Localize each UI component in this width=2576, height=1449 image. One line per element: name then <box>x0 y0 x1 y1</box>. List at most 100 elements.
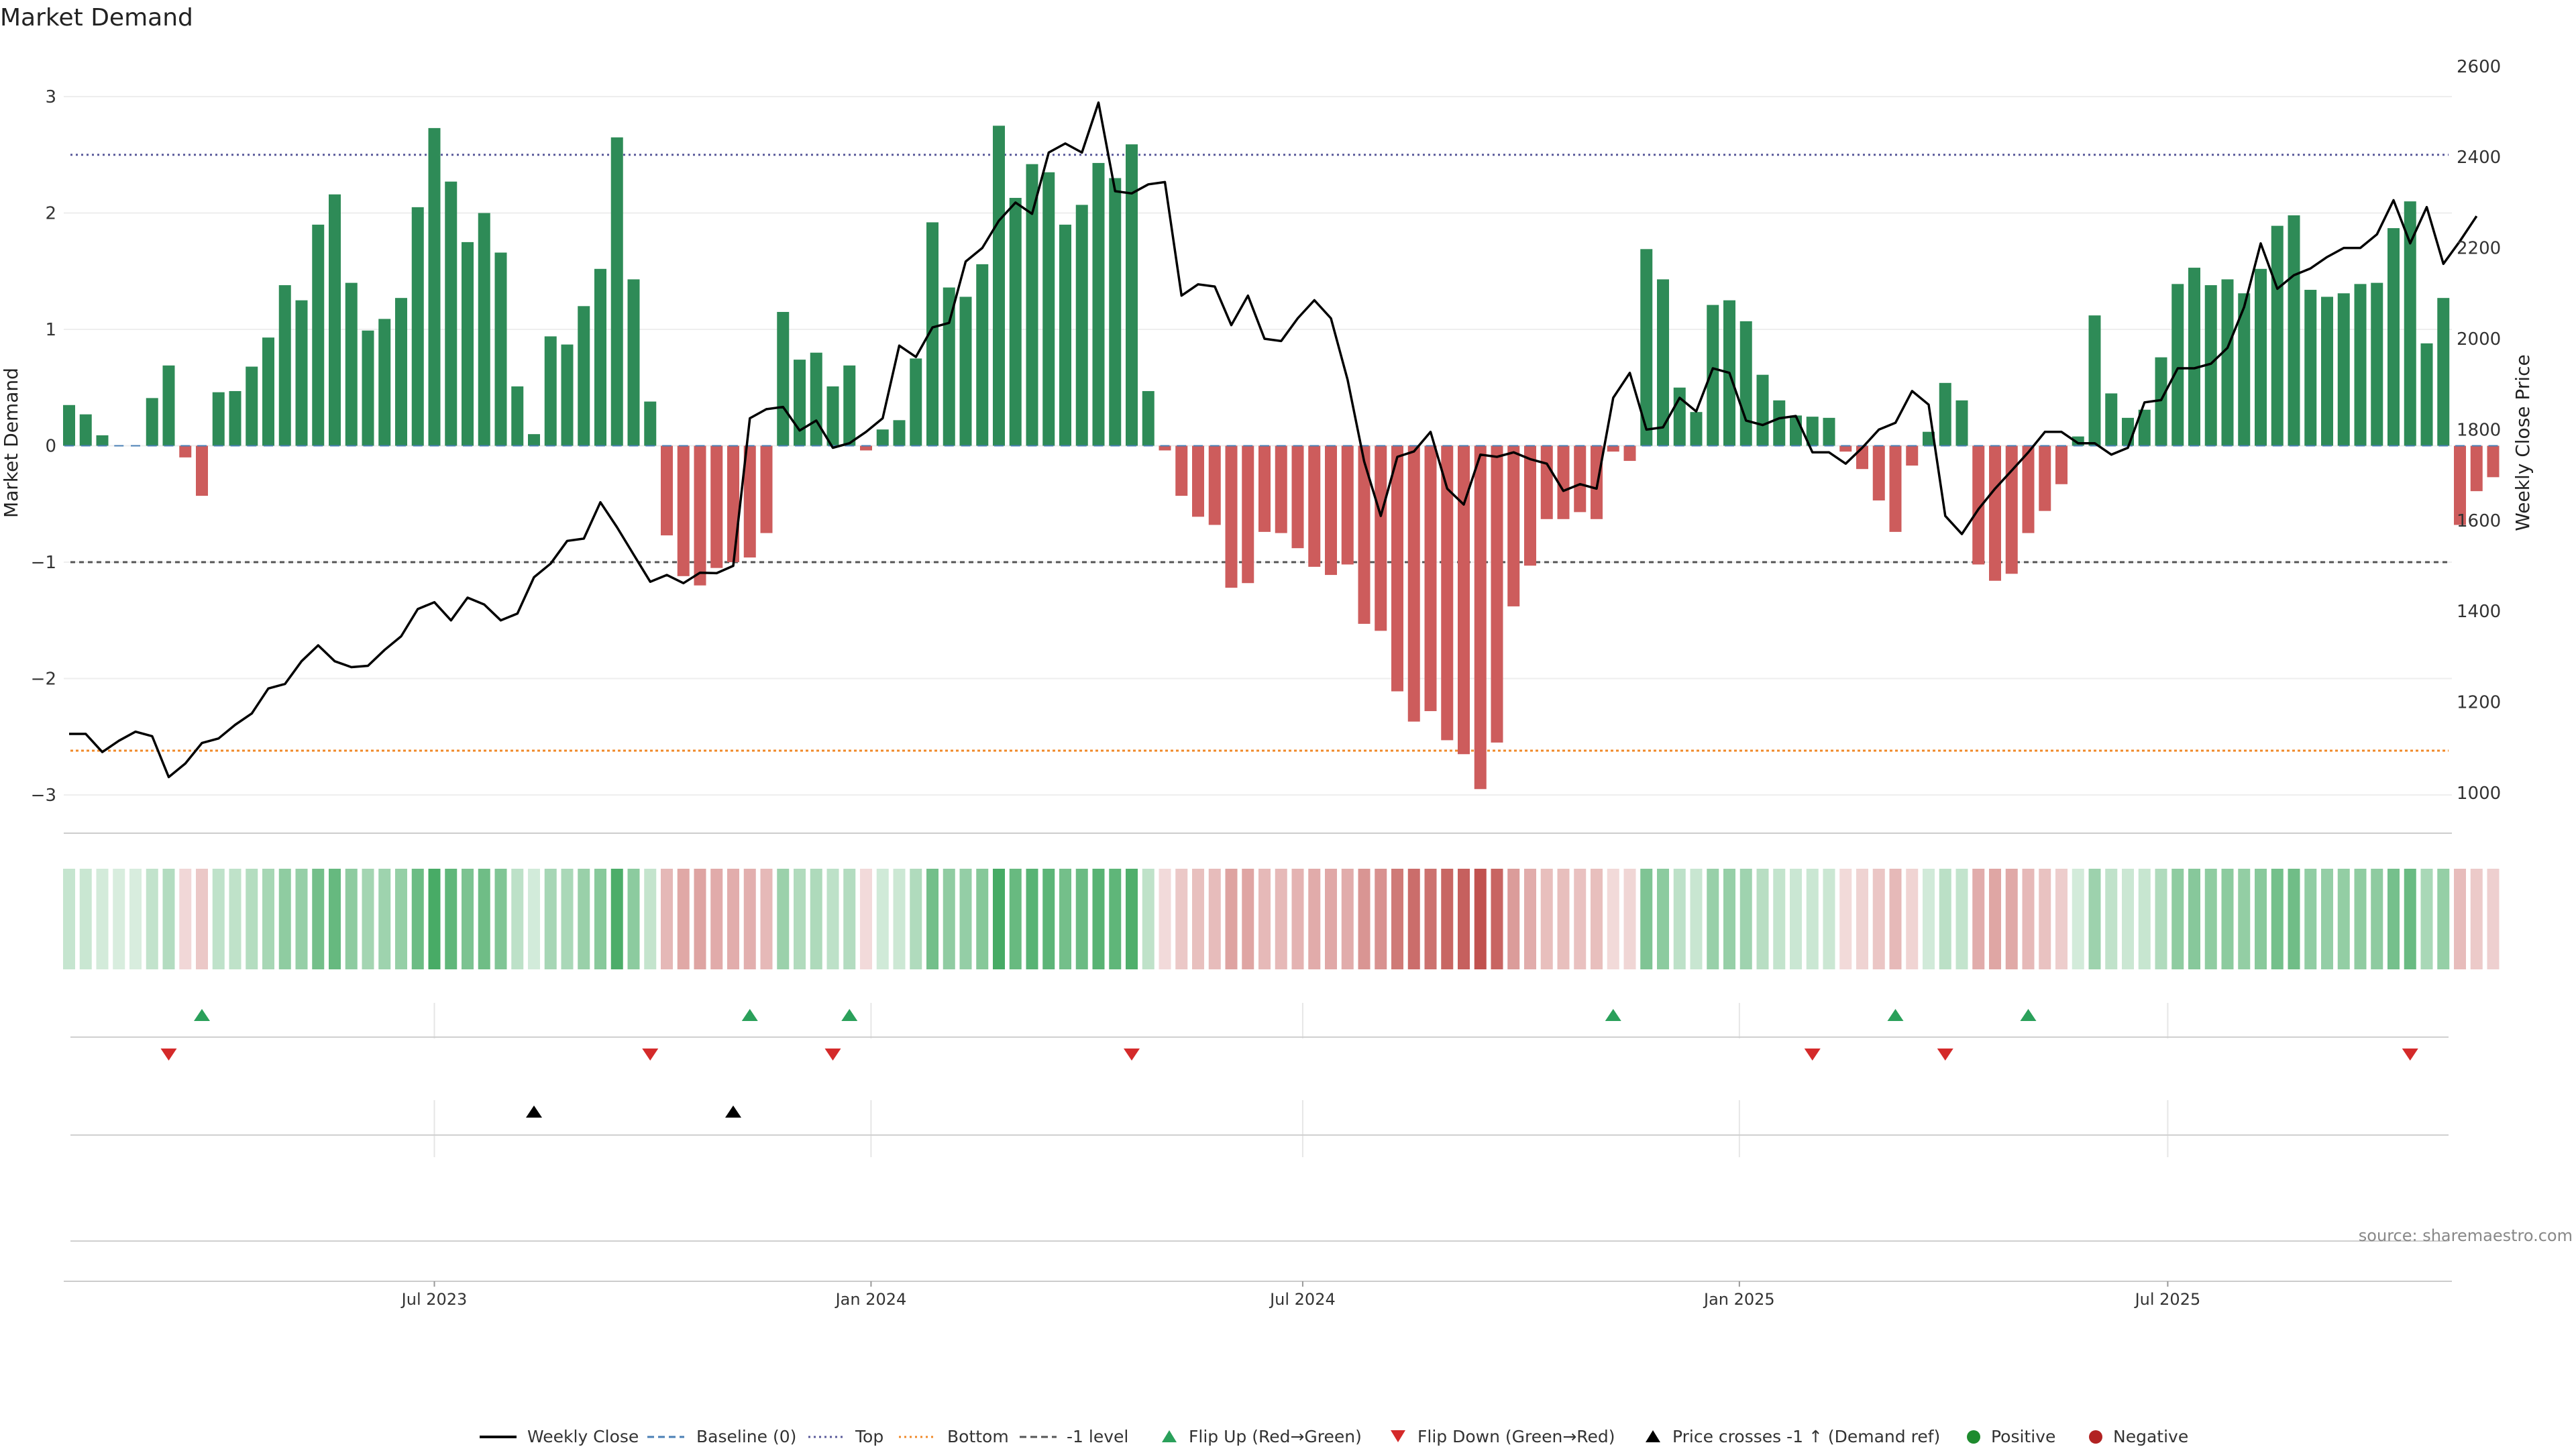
heat-cell-134 <box>2288 869 2300 969</box>
demand-bar-6 <box>162 365 175 446</box>
demand-bar-135 <box>2304 290 2317 446</box>
heat-cell-93 <box>1607 869 1619 969</box>
demand-bar-145 <box>2470 445 2483 492</box>
reference-lines <box>70 154 2449 752</box>
demand-bar-41 <box>743 445 756 558</box>
heat-cell-91 <box>1574 869 1587 969</box>
y-tick-right-0: 1000 <box>2457 784 2501 804</box>
y-tick-1: −2 <box>31 669 56 689</box>
demand-bar-75 <box>1308 445 1321 567</box>
heat-cell-17 <box>345 869 358 969</box>
heat-cell-139 <box>2371 869 2383 969</box>
flip-down-marker-4 <box>1804 1049 1821 1061</box>
heat-cell-108 <box>1856 869 1868 969</box>
heat-cell-109 <box>1872 869 1885 969</box>
heat-cell-132 <box>2255 869 2267 969</box>
demand-bar-29 <box>544 336 557 446</box>
heat-cell-62 <box>1092 869 1105 969</box>
y-tick-right-7: 2400 <box>2457 148 2501 168</box>
heat-cell-144 <box>2454 869 2466 969</box>
demand-bar-2 <box>96 435 109 446</box>
demand-bar-136 <box>2321 297 2333 446</box>
legend-swatch-6 <box>1391 1430 1405 1442</box>
demand-bar-48 <box>860 445 872 451</box>
heat-cell-3 <box>113 869 125 969</box>
heat-cell-94 <box>1623 869 1636 969</box>
demand-heat-strip <box>63 869 2500 969</box>
heat-cell-140 <box>2387 869 2400 969</box>
heat-cell-32 <box>594 869 606 969</box>
heat-cell-68 <box>1192 869 1204 969</box>
demand-bar-47 <box>843 365 856 446</box>
demand-bar-137 <box>2337 293 2350 446</box>
heat-cell-47 <box>843 869 856 969</box>
heat-cell-118 <box>2022 869 2035 969</box>
demand-bar-68 <box>1192 445 1204 517</box>
weekly-close-line <box>69 101 2478 779</box>
demand-bar-25 <box>478 213 490 446</box>
heat-cell-133 <box>2271 869 2284 969</box>
x-tick-4: Jul 2025 <box>2134 1290 2201 1309</box>
demand-bar-84 <box>1458 445 1470 755</box>
demand-bar-91 <box>1574 445 1587 513</box>
heat-cell-19 <box>378 869 391 969</box>
heat-cell-56 <box>993 869 1005 969</box>
heat-cell-34 <box>627 869 640 969</box>
demand-bar-43 <box>777 311 790 446</box>
heat-cell-30 <box>561 869 574 969</box>
demand-bar-60 <box>1059 224 1071 446</box>
heat-cell-42 <box>760 869 773 969</box>
y-tick-right-8: 2600 <box>2457 57 2501 77</box>
demand-bar-86 <box>1491 445 1503 743</box>
heat-cell-38 <box>694 869 706 969</box>
heat-cell-85 <box>1474 869 1487 969</box>
heat-cell-25 <box>478 869 490 969</box>
demand-bar-97 <box>1673 387 1686 446</box>
demand-bar-138 <box>2354 284 2367 446</box>
demand-bar-65 <box>1142 390 1155 446</box>
legend-label-4: -1 level <box>1067 1427 1128 1446</box>
demand-bar-112 <box>1923 431 1935 446</box>
heat-cell-119 <box>2039 869 2051 969</box>
heat-cell-50 <box>893 869 906 969</box>
heat-cell-104 <box>1790 869 1802 969</box>
demand-bar-16 <box>329 194 341 446</box>
demand-bar-55 <box>976 264 989 446</box>
demand-bar-98 <box>1690 412 1703 446</box>
demand-bar-49 <box>876 429 889 446</box>
heat-cell-129 <box>2204 869 2217 969</box>
heat-cell-92 <box>1591 869 1603 969</box>
y-tick-0: −3 <box>31 786 56 806</box>
y-tick-right-5: 2000 <box>2457 329 2501 350</box>
legend-label-0: Weekly Close <box>527 1427 639 1446</box>
heat-cell-143 <box>2437 869 2450 969</box>
demand-bar-89 <box>1540 445 1553 519</box>
demand-bar-51 <box>910 358 922 446</box>
heat-cell-61 <box>1075 869 1088 969</box>
flip-down-marker-5 <box>1937 1049 1953 1061</box>
heat-cell-115 <box>1972 869 1985 969</box>
heat-cell-142 <box>2420 869 2433 969</box>
demand-bar-61 <box>1075 205 1088 446</box>
y-tick-right-4: 1800 <box>2457 420 2501 440</box>
panel-axes <box>64 833 2452 1282</box>
demand-bar-13 <box>278 285 291 446</box>
demand-bar-146 <box>2487 445 2500 478</box>
demand-bar-142 <box>2420 343 2433 446</box>
heat-cell-116 <box>1989 869 2001 969</box>
demand-bar-22 <box>428 127 441 446</box>
heat-cell-7 <box>179 869 192 969</box>
demand-bar-82 <box>1424 445 1437 712</box>
source-note: source: sharemaestro.com <box>2359 1226 2573 1245</box>
demand-bar-32 <box>594 268 606 446</box>
flip-up-marker-1 <box>741 1009 758 1021</box>
x-tick-1: Jan 2024 <box>835 1290 907 1309</box>
heat-cell-10 <box>229 869 241 969</box>
demand-bar-143 <box>2437 298 2450 446</box>
heat-cell-136 <box>2321 869 2333 969</box>
heat-cell-64 <box>1126 869 1138 969</box>
demand-bar-102 <box>1756 374 1769 446</box>
heat-cell-103 <box>1773 869 1786 969</box>
heat-cell-83 <box>1441 869 1454 969</box>
demand-bar-85 <box>1474 445 1487 790</box>
